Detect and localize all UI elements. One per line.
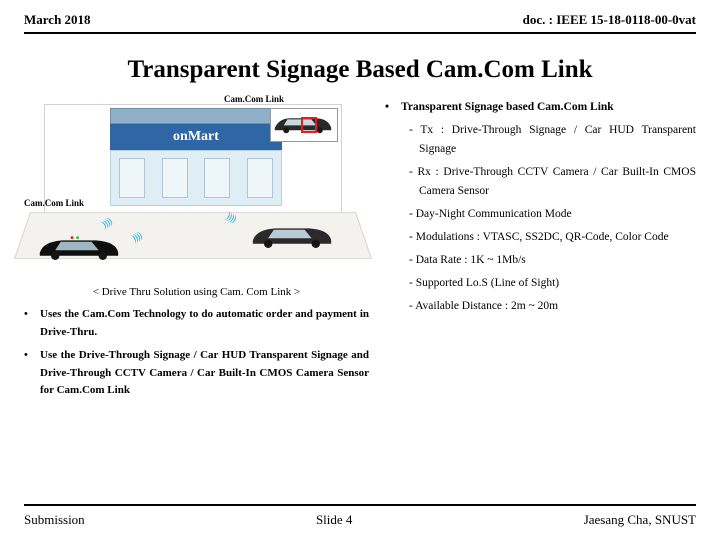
left-bullets: • Uses the Cam.Com Technology to do auto…: [24, 306, 369, 400]
footer-divider: [24, 504, 696, 506]
right-list-item: Rx : Drive-Through CCTV Camera / Car Bui…: [409, 163, 696, 201]
figure: Cam.Com Link onMart: [24, 92, 362, 282]
right-column: • Transparent Signage based Cam.Com Link…: [369, 92, 696, 406]
inset-highlight-box: [301, 117, 317, 133]
page-title: Transparent Signage Based Cam.Com Link: [24, 56, 696, 84]
footer-left: Submission: [24, 512, 85, 528]
left-bullet-text: Use the Drive-Through Signage / Car HUD …: [40, 347, 369, 400]
footer: Submission Slide 4 Jaesang Cha, SNUST: [24, 512, 696, 528]
store: onMart: [110, 108, 282, 214]
store-poster: [119, 158, 145, 198]
right-list-item: Supported Lo.S (Line of Sight): [409, 274, 696, 293]
header-docid: doc. : IEEE 15-18-0118-00-0vat: [523, 12, 696, 28]
inset-box: [270, 108, 338, 142]
footer-center: Slide 4: [316, 512, 352, 528]
store-sign: onMart: [110, 124, 282, 150]
right-list-item: Day-Night Communication Mode: [409, 205, 696, 224]
right-heading: Transparent Signage based Cam.Com Link: [401, 98, 614, 117]
header: March 2018 doc. : IEEE 15-18-0118-00-0va…: [24, 12, 696, 34]
store-poster: [247, 158, 273, 198]
bullet-dot-icon: •: [24, 347, 40, 400]
car-left-icon: [34, 232, 124, 260]
store-poster: [204, 158, 230, 198]
store-poster: [162, 158, 188, 198]
left-bullet-item: • Use the Drive-Through Signage / Car HU…: [24, 347, 369, 400]
right-list-item: Tx : Drive-Through Signage / Car HUD Tra…: [409, 121, 696, 159]
bullet-dot-icon: •: [385, 98, 401, 117]
store-roof: [110, 108, 282, 124]
figure-label-top: Cam.Com Link: [224, 94, 284, 104]
left-bullet-text: Uses the Cam.Com Technology to do automa…: [40, 306, 369, 341]
right-list-item: Data Rate : 1K ~ 1Mb/s: [409, 251, 696, 270]
header-date: March 2018: [24, 12, 91, 28]
right-list: Tx : Drive-Through Signage / Car HUD Tra…: [409, 121, 696, 316]
footer-right: Jaesang Cha, SNUST: [584, 512, 696, 528]
right-list-item: Modulations : VTASC, SS2DC, QR-Code, Col…: [409, 228, 696, 247]
store-window: [110, 150, 282, 206]
right-list-item: Available Distance : 2m ~ 20m: [409, 297, 696, 316]
figure-label-left: Cam.Com Link: [24, 198, 84, 208]
bullet-dot-icon: •: [24, 306, 40, 341]
left-bullet-item: • Uses the Cam.Com Technology to do auto…: [24, 306, 369, 341]
car-right-icon: [242, 220, 342, 248]
figure-caption: < Drive Thru Solution using Cam. Com Lin…: [24, 286, 369, 298]
